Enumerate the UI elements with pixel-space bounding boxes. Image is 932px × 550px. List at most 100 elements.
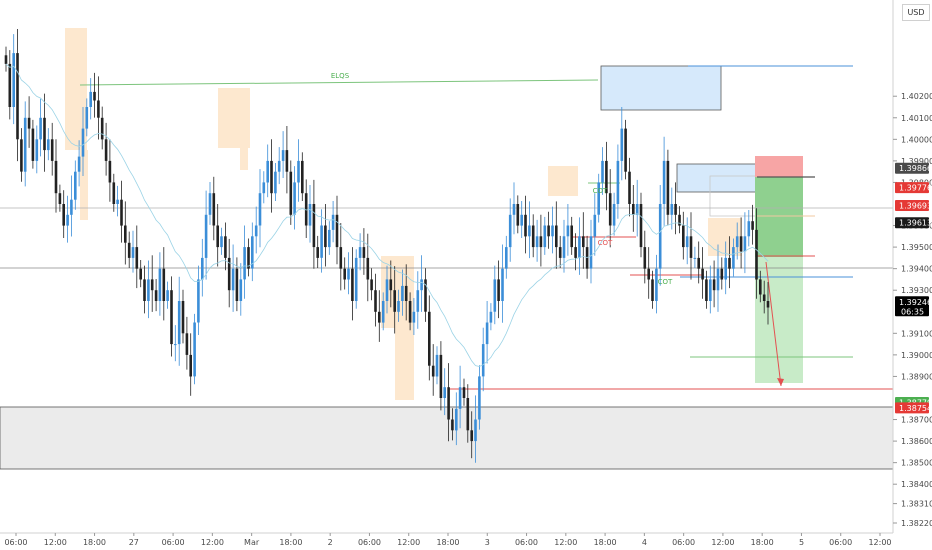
time-tick-label: 06:00 <box>829 538 852 547</box>
candle-body <box>566 225 570 237</box>
candle-body <box>4 55 8 64</box>
candle-body <box>447 387 450 420</box>
price-tick-label: 1.38900 <box>901 372 932 381</box>
candle <box>582 212 585 269</box>
price-tag-bg <box>895 402 929 414</box>
candle-body <box>135 247 139 269</box>
candle <box>170 276 173 357</box>
candle <box>212 176 216 241</box>
candle-body <box>512 204 516 215</box>
candle <box>666 149 670 225</box>
cot-label: COT <box>593 187 608 195</box>
candle-body <box>662 160 666 204</box>
currency-selector[interactable]: USD <box>902 4 930 21</box>
candle-body <box>243 247 246 280</box>
candle <box>127 231 131 268</box>
candle <box>281 131 285 178</box>
candle-body <box>16 53 19 140</box>
candle <box>293 166 296 230</box>
candle <box>270 139 273 213</box>
candle <box>605 141 608 211</box>
candle-body <box>354 257 358 301</box>
candle <box>685 217 689 265</box>
candle <box>154 279 158 312</box>
candle-body <box>324 225 327 248</box>
candle <box>485 301 489 364</box>
time-tick-label: 06:00 <box>515 538 538 547</box>
price-tick-label: 1.38400 <box>901 480 932 489</box>
candle-body <box>124 225 127 243</box>
time-tick-label: 18:00 <box>436 538 459 547</box>
candle <box>343 257 346 290</box>
candle-body <box>443 387 446 398</box>
candle-body <box>720 268 724 280</box>
candle <box>47 128 50 161</box>
candle <box>274 163 277 201</box>
candle <box>508 198 512 262</box>
candle <box>162 247 166 321</box>
candle <box>12 34 15 125</box>
candle-body <box>316 247 319 258</box>
candle-body <box>739 236 743 252</box>
candle <box>478 365 481 430</box>
candle-body <box>201 257 204 280</box>
candle-body <box>455 408 458 431</box>
candle <box>501 244 504 323</box>
elqs-line <box>79 79 599 86</box>
candle-body <box>251 236 254 269</box>
candle-body <box>439 354 443 398</box>
candle <box>520 201 523 238</box>
candle <box>451 408 454 441</box>
time-tick-label: 18:00 <box>751 538 774 547</box>
candle <box>474 395 477 463</box>
candle <box>112 173 116 212</box>
candle-body <box>658 204 662 269</box>
time-tick-label: 18:00 <box>279 538 302 547</box>
candle-body <box>735 236 739 248</box>
candle <box>50 122 54 176</box>
candle <box>608 169 612 248</box>
candle-body <box>362 247 366 258</box>
candle <box>139 260 142 288</box>
price-tick-label: 1.38600 <box>901 437 932 446</box>
candle-body <box>743 236 747 252</box>
candle <box>551 206 554 254</box>
candle-body <box>270 160 273 194</box>
candle-body <box>558 247 562 258</box>
price-tag: 1.39693 <box>895 200 932 211</box>
price-tag-bg <box>895 296 929 317</box>
candle-body <box>189 354 192 377</box>
candle <box>597 173 600 223</box>
candle-body <box>601 160 604 183</box>
candle-body <box>639 204 643 248</box>
candle-body <box>154 290 158 301</box>
candle-body <box>666 160 670 215</box>
candle-body <box>293 182 296 215</box>
candle-body <box>231 268 235 291</box>
candle <box>204 190 208 280</box>
candle <box>481 327 485 392</box>
candle-body <box>147 279 150 301</box>
candle-body <box>285 150 289 172</box>
candle <box>647 247 650 299</box>
candle <box>743 212 747 274</box>
candle-body <box>197 279 200 323</box>
candle-body <box>97 100 100 118</box>
price-tag-bg <box>895 182 929 194</box>
candle-body <box>208 193 212 215</box>
candle <box>759 270 762 303</box>
candle-body <box>112 182 116 204</box>
candle <box>62 190 65 238</box>
candle <box>535 219 539 262</box>
candle-body <box>247 247 250 269</box>
candle-body <box>766 301 770 308</box>
candle <box>439 341 443 411</box>
candle-body <box>347 268 350 280</box>
candle <box>100 106 104 150</box>
time-tick-label: 06:00 <box>358 538 381 547</box>
order-block-1 <box>600 65 722 111</box>
candle <box>512 182 516 235</box>
candle-body <box>54 160 58 194</box>
